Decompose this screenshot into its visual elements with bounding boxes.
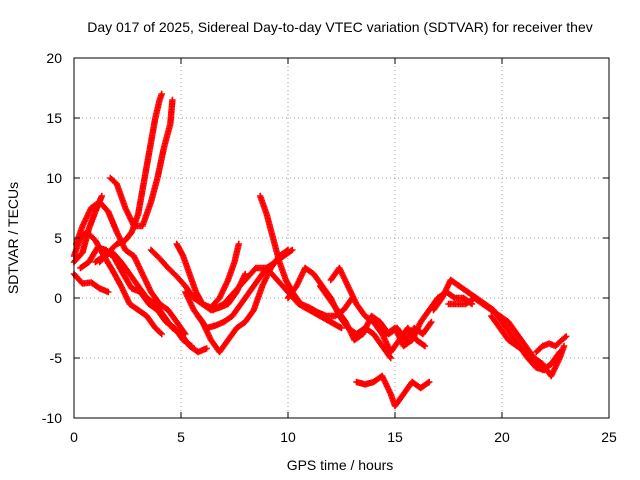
y-tick-label: 10 [46, 170, 62, 186]
data-point [424, 379, 432, 387]
x-tick-label: 25 [601, 429, 617, 445]
y-tick-label: 0 [54, 290, 62, 306]
series-sat-d [70, 192, 106, 266]
data-point [450, 293, 457, 301]
series-sat-s [374, 288, 476, 350]
data-point [560, 342, 568, 350]
data-point [426, 378, 433, 386]
data-point [386, 353, 393, 360]
series-sat-r [353, 372, 433, 410]
data-point [235, 240, 242, 248]
data-point [287, 247, 295, 255]
data-point [428, 318, 435, 326]
axis-ticks: 0 5 10 15 20 25 -10 -5 0 5 10 15 20 [42, 50, 617, 445]
data-point [421, 342, 429, 350]
series-sat-j [173, 240, 242, 311]
y-tick-label: -10 [42, 410, 62, 426]
y-tick-label: 5 [54, 230, 62, 246]
series-sat-g [96, 90, 165, 266]
grid [74, 58, 609, 418]
data-point [338, 324, 345, 332]
x-axis-label: GPS time / hours [287, 457, 394, 473]
data-point [420, 341, 427, 349]
series-sat-w [533, 333, 570, 356]
y-axis-label: SDTVAR / TECUs [5, 182, 21, 294]
data-point [157, 329, 164, 336]
chart-title: Day 017 of 2025, Sidereal Day-to-day VTE… [87, 19, 593, 35]
data-point [158, 90, 165, 98]
x-tick-label: 5 [177, 429, 185, 445]
data-point [427, 320, 434, 327]
x-tick-label: 10 [280, 429, 296, 445]
data-point [169, 96, 176, 104]
data-point [563, 333, 570, 340]
series-sat-v [488, 312, 568, 380]
data-point [242, 270, 249, 278]
x-tick-label: 0 [70, 429, 78, 445]
series-sat-h [107, 96, 176, 230]
data-layer [70, 90, 570, 410]
series-sat-f [92, 249, 210, 356]
x-tick-label: 20 [494, 429, 510, 445]
data-point [158, 330, 165, 338]
data-point [98, 192, 106, 200]
data-point [105, 288, 112, 296]
data-point [289, 246, 296, 254]
y-tick-label: 15 [46, 110, 62, 126]
x-tick-label: 15 [387, 429, 403, 445]
data-point [203, 345, 210, 352]
data-point [387, 354, 394, 362]
series-sat-n [256, 192, 356, 320]
y-tick-label: 20 [46, 50, 62, 66]
y-tick-label: -5 [50, 350, 63, 366]
